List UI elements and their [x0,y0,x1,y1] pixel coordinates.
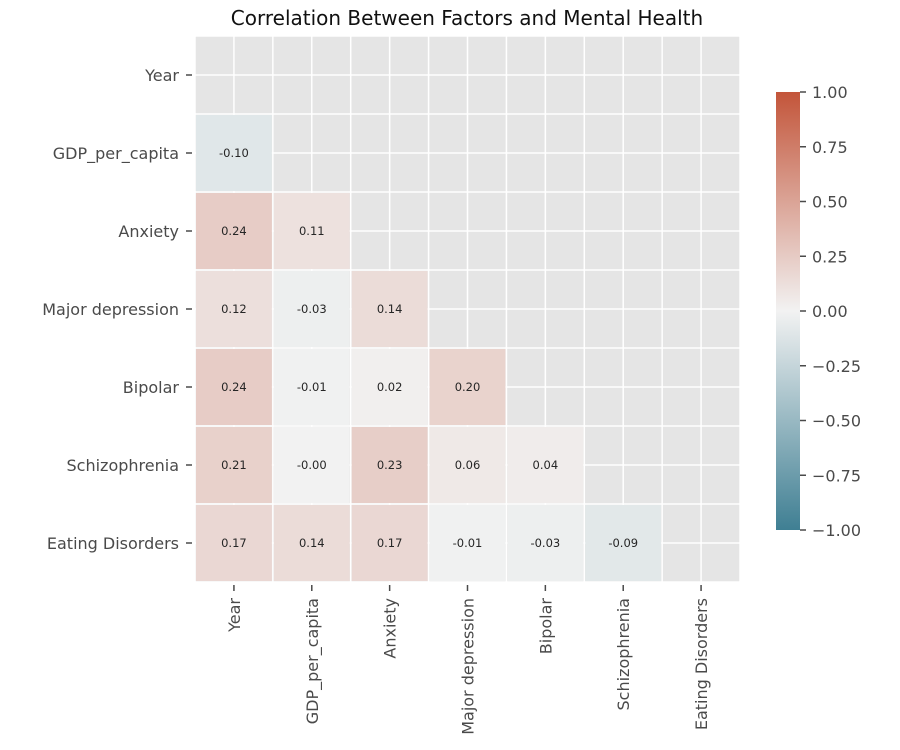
colorbar-tick-label: 0.75 [812,138,848,157]
x-tick-label: Bipolar [536,598,555,655]
cell-value-label: 0.02 [377,380,403,394]
colorbar: 1.00 0.75 0.50 0.25 0.00 −0.25 −0.50 −0.75 −1.00 [776,83,861,540]
colorbar-tick-label: 0.00 [812,302,848,321]
cell-value-label: -0.03 [297,302,327,316]
cell-value-label: 0.06 [455,458,481,472]
y-tick-label: Eating Disorders [47,534,179,553]
y-tick-label: Year [144,66,179,85]
cell-value-label: 0.24 [221,380,247,394]
y-tick-label: GDP_per_capita [53,144,179,164]
x-tick-label: Major depression [459,598,478,735]
cell-value-label: 0.24 [221,224,247,238]
cell-value-label: 0.14 [377,302,403,316]
cell-value-label: 0.23 [377,458,403,472]
cell-value-label: -0.09 [608,536,638,550]
cell-value-label: -0.10 [219,146,249,160]
colorbar-gradient [776,92,800,530]
cell-value-label: 0.20 [455,380,481,394]
chart-title: Correlation Between Factors and Mental H… [231,6,703,30]
colorbar-tick-label: 0.50 [812,193,848,212]
y-tick-label: Major depression [42,300,179,319]
cell-value-label: -0.00 [297,458,327,472]
cell-value-label: 0.04 [533,458,559,472]
y-tick-label: Anxiety [118,222,179,241]
cell-value-label: 0.17 [377,536,403,550]
cell-value-label: 0.17 [221,536,247,550]
colorbar-tick-label: −0.50 [812,412,861,431]
x-tick-label: Schizophrenia [614,598,633,710]
cell-value-label: 0.14 [299,536,325,550]
x-tick-label: Year [225,598,244,633]
x-tick-label: Eating Disorders [692,598,711,730]
cell-value-label: 0.11 [299,224,325,238]
cell-value-label: -0.01 [453,536,483,550]
colorbar-tick-label: 0.25 [812,247,848,266]
colorbar-tick-label: −0.75 [812,466,861,485]
cell-value-label: -0.01 [297,380,327,394]
cell-value-label: -0.03 [530,536,560,550]
y-tick-label: Schizophrenia [67,456,179,475]
cell-value-label: 0.21 [221,458,247,472]
colorbar-tick-label: −1.00 [812,521,861,540]
x-tick-label: Anxiety [381,598,400,659]
y-tick-label: Bipolar [123,378,180,397]
colorbar-tick-label: 1.00 [812,83,848,102]
cell-value-label: 0.12 [221,302,247,316]
colorbar-tick-label: −0.25 [812,357,861,376]
y-axis: Year GDP_per_capita Anxiety Major depressio… [42,66,192,553]
x-axis: Year GDP_per_capita Anxiety Major depressio… [225,585,711,735]
x-tick-label: GDP_per_capita [303,598,323,724]
